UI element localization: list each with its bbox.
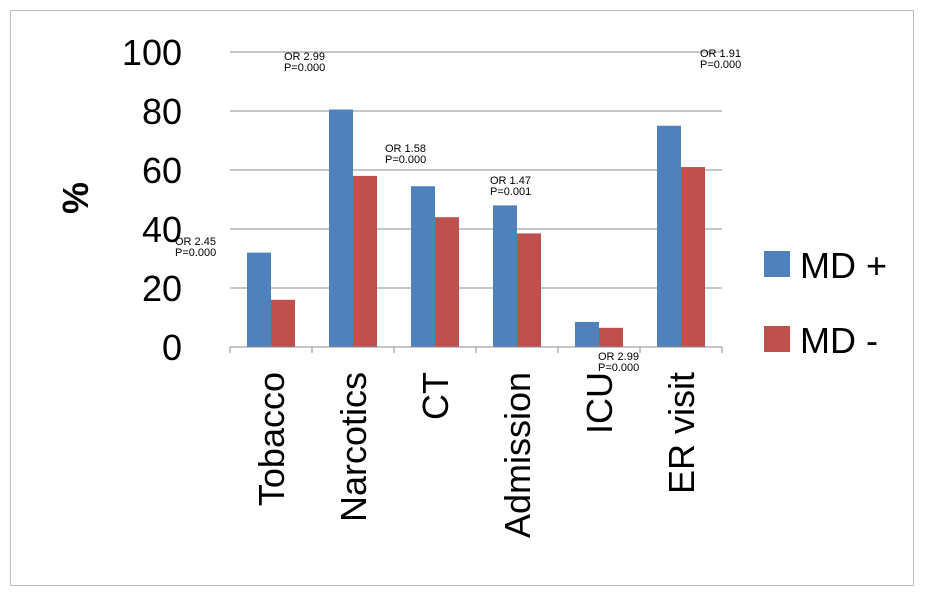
y-tick-label: 20: [142, 268, 182, 309]
x-category-label: Narcotics: [333, 372, 374, 522]
bar-md-admission: [517, 233, 541, 347]
bar-md-icu: [575, 321, 599, 347]
bar-md-icu: [599, 327, 623, 347]
legend: MD + MD -: [764, 245, 887, 361]
y-axis-ticks: 0 20 40 60 80 100: [122, 32, 182, 368]
legend-swatch: [764, 326, 790, 352]
y-tick-label: 40: [142, 209, 182, 250]
annotation-label: OR 1.47: [490, 175, 531, 187]
annotation-label: OR 2.99: [598, 351, 639, 363]
y-tick-label: 100: [122, 32, 182, 73]
y-axis-label: %: [55, 182, 96, 214]
bar-md-narcotics: [329, 109, 353, 348]
bars: [247, 109, 705, 348]
bar-md-ct: [435, 217, 459, 347]
x-axis-category-labels: Tobacco Narcotics CT Admission ICU ER visit: [251, 372, 702, 538]
legend-label: MD +: [800, 245, 887, 286]
y-tick-label: 60: [142, 150, 182, 191]
legend-label: MD -: [800, 320, 878, 361]
x-category-label: ICU: [579, 372, 620, 434]
bar-md-tobacco: [247, 252, 271, 347]
bar-md-narcotics: [353, 175, 377, 347]
legend-swatch: [764, 251, 790, 277]
x-category-label: ER visit: [661, 372, 702, 494]
y-tick-label: 80: [142, 91, 182, 132]
annotation-label: P=0.000: [700, 59, 741, 71]
x-axis: [229, 346, 723, 353]
x-category-label: Admission: [497, 372, 538, 538]
chart-frame: [10, 10, 914, 586]
bar-md-tobacco: [271, 299, 295, 347]
bar-md-er-visit: [681, 167, 705, 347]
annotation-label: P=0.000: [175, 247, 216, 259]
y-tick-label: 0: [162, 327, 182, 368]
annotation-label: OR 2.99: [284, 51, 325, 63]
gridlines: [230, 51, 722, 289]
annotation-label: P=0.000: [284, 62, 325, 74]
annotation-label: P=0.000: [598, 362, 639, 374]
bar-md-ct: [411, 186, 435, 347]
annotation-label: P=0.001: [490, 186, 531, 198]
x-category-label: CT: [415, 372, 456, 420]
annotation-label: OR 2.45: [175, 236, 216, 248]
x-category-label: Tobacco: [251, 372, 292, 506]
annotation-label: OR 1.91: [700, 48, 741, 60]
bar-md-er-visit: [657, 125, 681, 347]
annotation-label: P=0.000: [385, 154, 426, 166]
annotation-label: OR 1.58: [385, 143, 426, 155]
bar-md-admission: [493, 205, 517, 347]
